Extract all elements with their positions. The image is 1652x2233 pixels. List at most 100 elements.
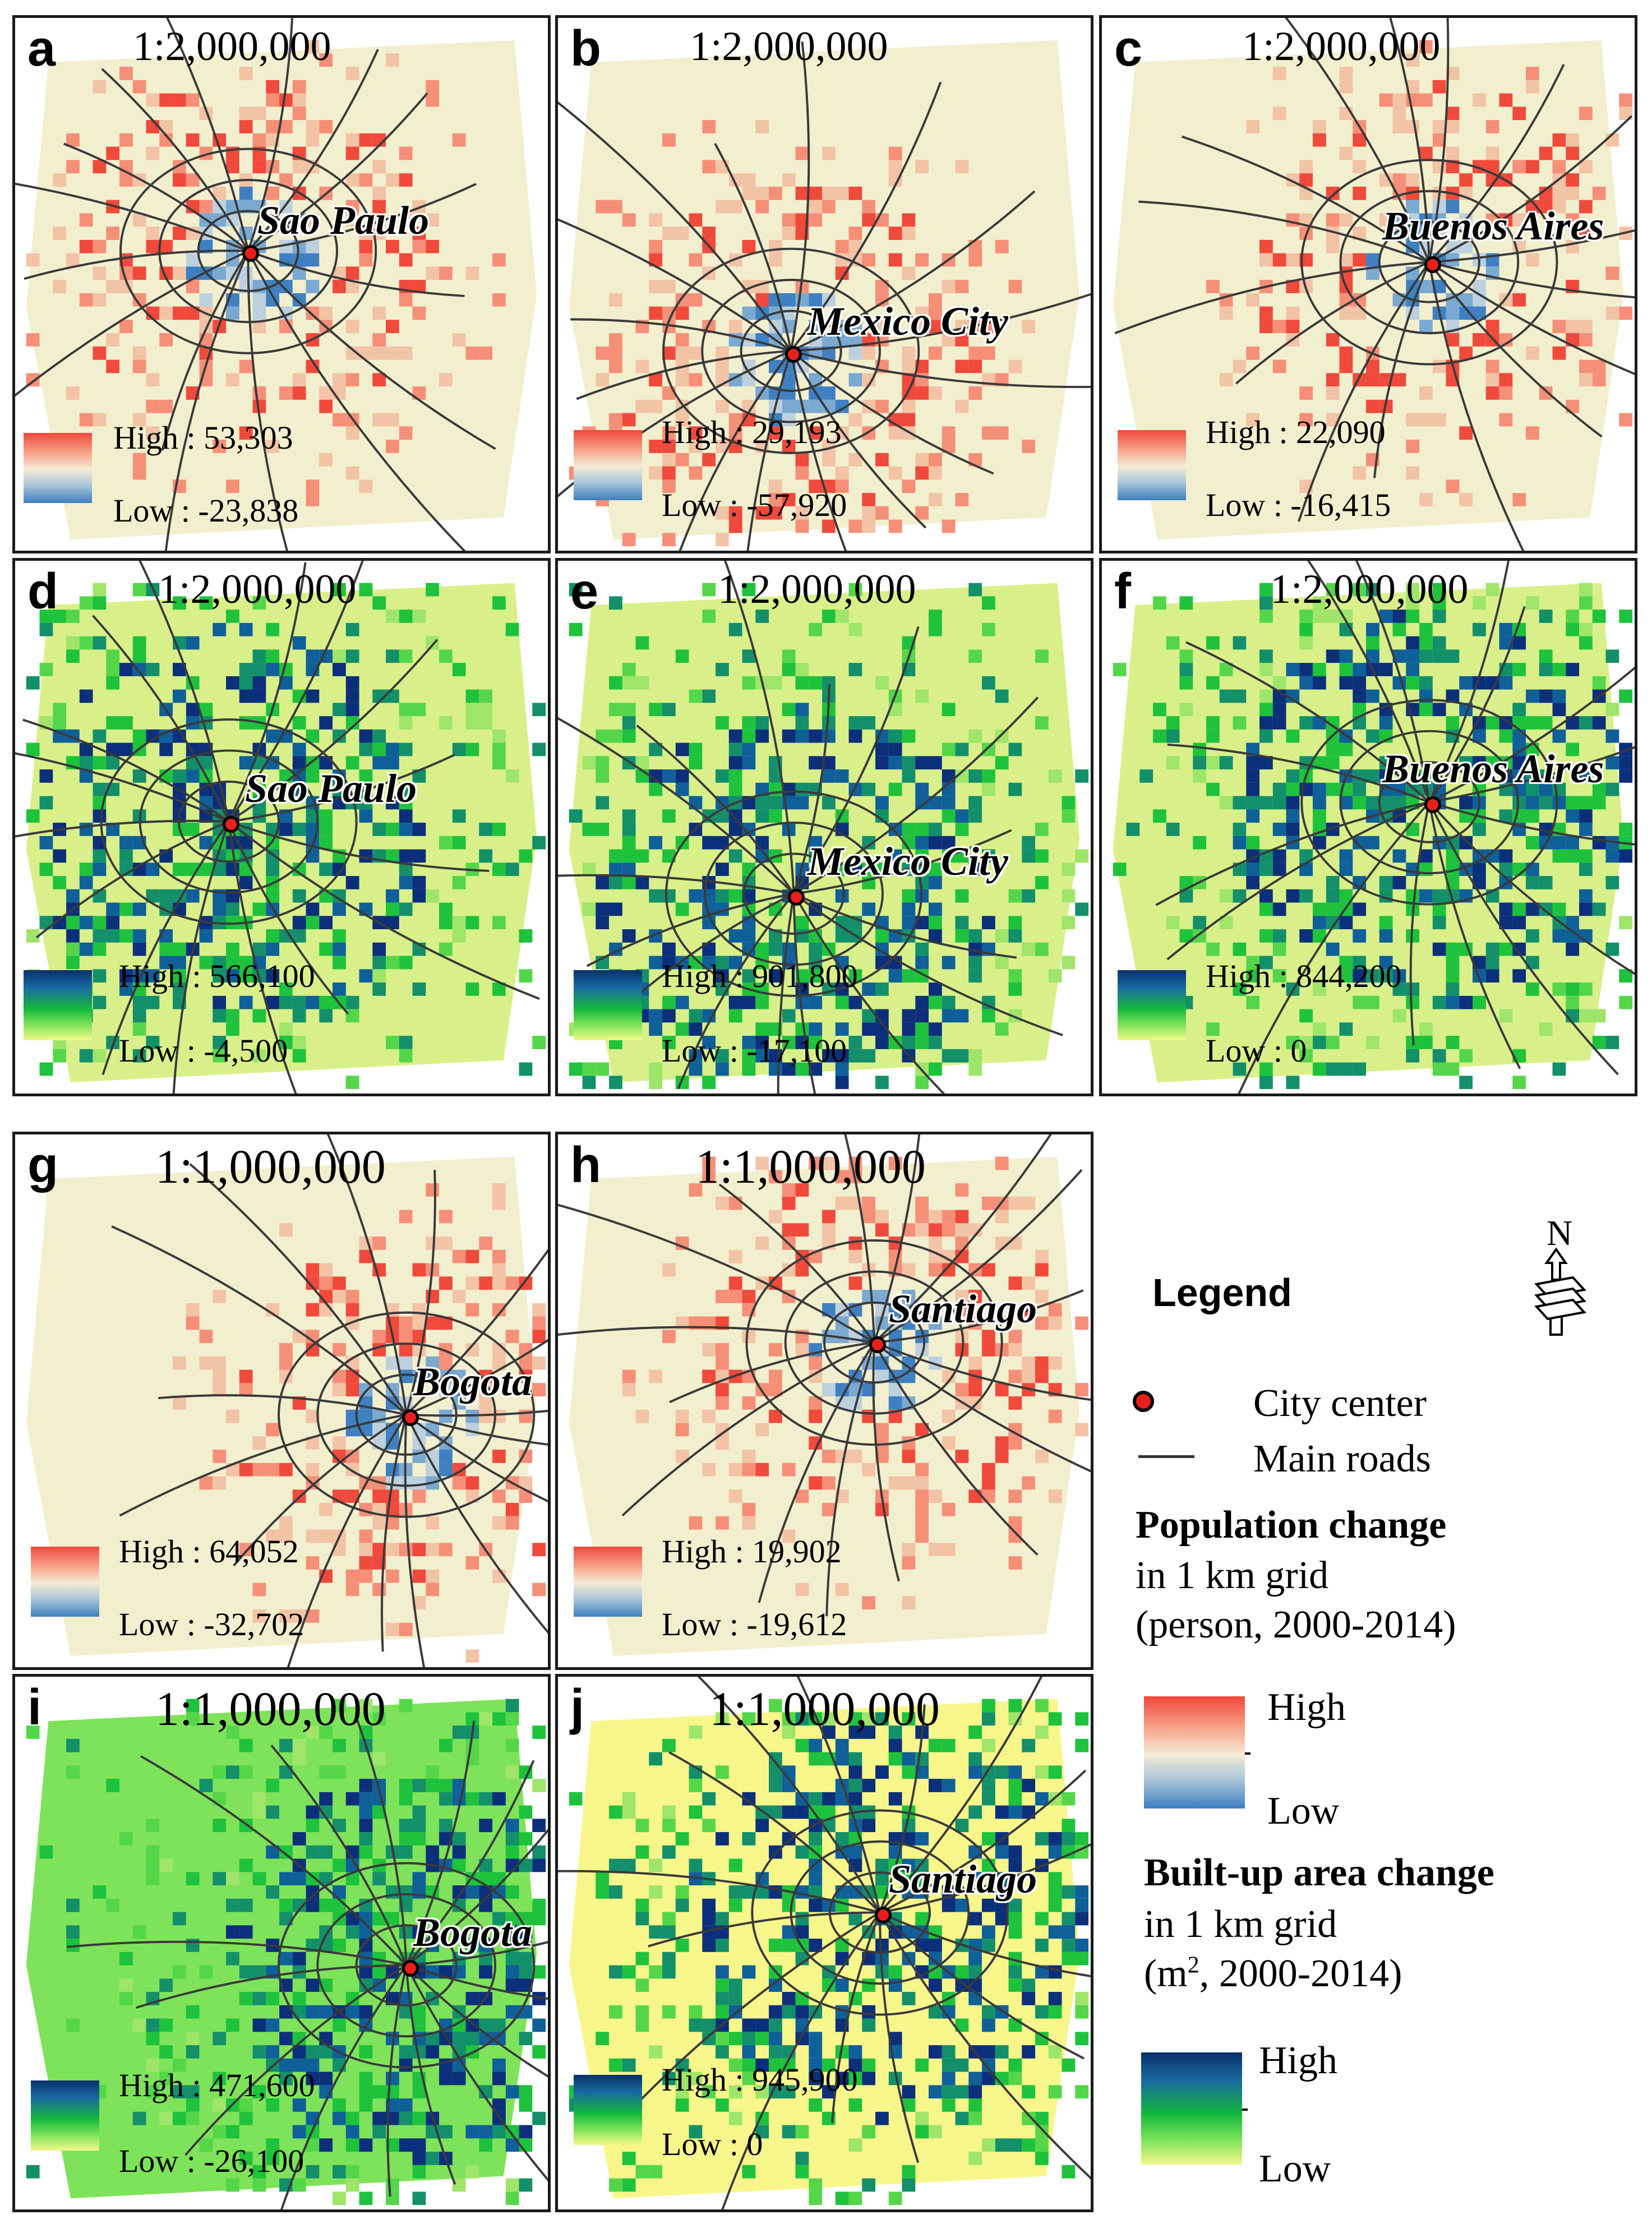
city-center-marker <box>402 1960 419 1977</box>
panel-label: c <box>1114 21 1143 77</box>
city-center-marker <box>1424 256 1441 273</box>
raster-cells <box>1113 583 1633 1090</box>
scale-text: 1:1,000,000 <box>155 1682 386 1736</box>
panel-i: i 1:1,000,000 Bogota High : 471,600 Low … <box>12 1674 551 2212</box>
main-roads <box>15 561 540 1094</box>
raster-cells <box>26 583 546 1090</box>
city-center-marker <box>1424 796 1441 813</box>
legend-pop-title: Population change <box>1136 1503 1447 1547</box>
main-roads <box>1114 18 1635 551</box>
legend-gradient <box>1118 430 1186 500</box>
panel-f: f 1:2,000,000 Buenos Aires High : 844,20… <box>1099 558 1637 1096</box>
legend-high: High : 945,900 <box>662 2061 858 2098</box>
legend-bu-title: Built-up area change <box>1144 1851 1494 1894</box>
main-roads <box>111 1134 548 1667</box>
legend-bu-unit-pre: (m <box>1144 1952 1188 1995</box>
map-c <box>1113 18 1635 551</box>
legend-high: High : 471,600 <box>119 2067 315 2103</box>
legend-title: Legend <box>1152 1271 1292 1314</box>
legend-bu-low: Low <box>1259 2147 1331 2190</box>
city-center-marker <box>785 346 802 363</box>
raster-cells <box>1113 40 1633 540</box>
city-name: Santiago <box>889 1857 1037 1902</box>
raster-cells <box>569 1156 1089 1657</box>
scale-text: 1:1,000,000 <box>155 1139 386 1193</box>
scale-text: 1:2,000,000 <box>133 24 331 70</box>
city-name: Sao Paulo <box>257 198 430 243</box>
map-d <box>15 561 546 1094</box>
city-name: Bogota <box>413 1359 533 1404</box>
panel-b: b 1:2,000,000 Mexico City High : 29,193 … <box>555 15 1093 553</box>
legend-pop-tick <box>1245 1752 1250 1755</box>
legend-gradient <box>31 1547 99 1617</box>
panel-g: g 1:1,000,000 Bogota High : 64,052 Low :… <box>12 1132 551 1670</box>
scale-text: 1:1,000,000 <box>709 1682 940 1736</box>
legend-bu-gradient <box>1141 2052 1242 2165</box>
panel-a: a 1:2,000,000 Sao Paulo High : 53,303 Lo… <box>12 15 551 553</box>
scale-text: 1:1,000,000 <box>695 1139 926 1193</box>
scale-text: 1:2,000,000 <box>1242 24 1441 70</box>
panel-label: a <box>27 21 56 77</box>
legend-gradient <box>574 970 642 1040</box>
legend-low: Low : -26,100 <box>119 2143 304 2179</box>
legend-gradient <box>574 2075 642 2145</box>
legend-low: Low : 0 <box>662 2126 763 2162</box>
map-j <box>558 1677 1091 2209</box>
legend-low: Low : -19,612 <box>662 1606 847 1643</box>
legend-gradient <box>574 430 642 500</box>
panel-label: e <box>570 564 599 620</box>
legend-low: Low : -17,100 <box>662 1032 847 1069</box>
panel-label: g <box>27 1137 58 1193</box>
legend-city-center: City center <box>1253 1382 1427 1425</box>
legend-low: Low : 0 <box>1206 1032 1307 1069</box>
legend-high: High : 19,902 <box>662 1533 842 1570</box>
panel-h: h 1:1,000,000 Santiago High : 19,902 Low… <box>555 1132 1093 1670</box>
legend-low: Low : -32,702 <box>119 1606 304 1643</box>
legend-bu-tick <box>1242 2109 1248 2111</box>
legend-high: High : 844,200 <box>1206 958 1402 994</box>
scale-text: 1:2,000,000 <box>158 566 357 612</box>
north-letter: N <box>1547 1213 1572 1253</box>
legend-pop-low: Low <box>1267 1789 1340 1833</box>
city-center-marker <box>242 245 259 262</box>
legend-bu-line1: in 1 km grid <box>1144 1903 1337 1946</box>
map-h <box>558 1134 1091 1657</box>
north-arrow-icon: N <box>1520 1211 1593 1340</box>
city-center-marker <box>402 1409 419 1426</box>
raster-cells <box>569 1699 1089 2206</box>
city-name: Buenos Aires <box>1382 204 1604 248</box>
city-name: Bogota <box>413 1910 533 1955</box>
main-roads <box>558 1134 1091 1617</box>
legend-main-roads: Main roads <box>1253 1437 1431 1480</box>
legend-gradient <box>24 970 92 1040</box>
legend-gradient <box>1118 970 1186 1040</box>
legend-pop-line1: in 1 km grid <box>1136 1554 1329 1597</box>
raster-cells <box>569 583 1089 1090</box>
raster-cells <box>26 40 537 540</box>
map-e <box>558 561 1089 1094</box>
city-center-marker <box>223 816 239 833</box>
main-roads <box>67 1720 548 2209</box>
legend-bu-line2: (m2, 2000-2014) <box>1144 1951 1402 1997</box>
map-g <box>26 1134 548 1667</box>
legend-bu-high: High <box>1259 2039 1337 2082</box>
main-roads <box>15 18 496 551</box>
city-center-legend-marker <box>1133 1391 1154 1412</box>
map-a <box>15 18 537 551</box>
city-center-marker <box>875 1907 892 1923</box>
main-roads <box>1155 561 1635 1094</box>
legend-bu-unit-post: , 2000-2014) <box>1199 1952 1402 1995</box>
legend-low: Low : -23,838 <box>113 492 299 529</box>
main-roads-legend-line <box>1138 1455 1194 1458</box>
scale-text: 1:2,000,000 <box>1270 566 1469 612</box>
legend-high: High : 22,090 <box>1206 414 1386 450</box>
city-name: Mexico City <box>807 839 1008 884</box>
panel-label: i <box>27 1680 42 1736</box>
city-name: Buenos Aires <box>1382 746 1604 791</box>
raster-cells <box>26 1156 546 1663</box>
legend-high: High : 64,052 <box>119 1533 299 1570</box>
legend-low: Low : -57,920 <box>662 487 847 523</box>
legend-high: High : 29,193 <box>662 414 842 450</box>
panel-j: j 1:1,000,000 Santiago High : 945,900 Lo… <box>555 1674 1093 2212</box>
scale-text: 1:2,000,000 <box>690 24 888 70</box>
